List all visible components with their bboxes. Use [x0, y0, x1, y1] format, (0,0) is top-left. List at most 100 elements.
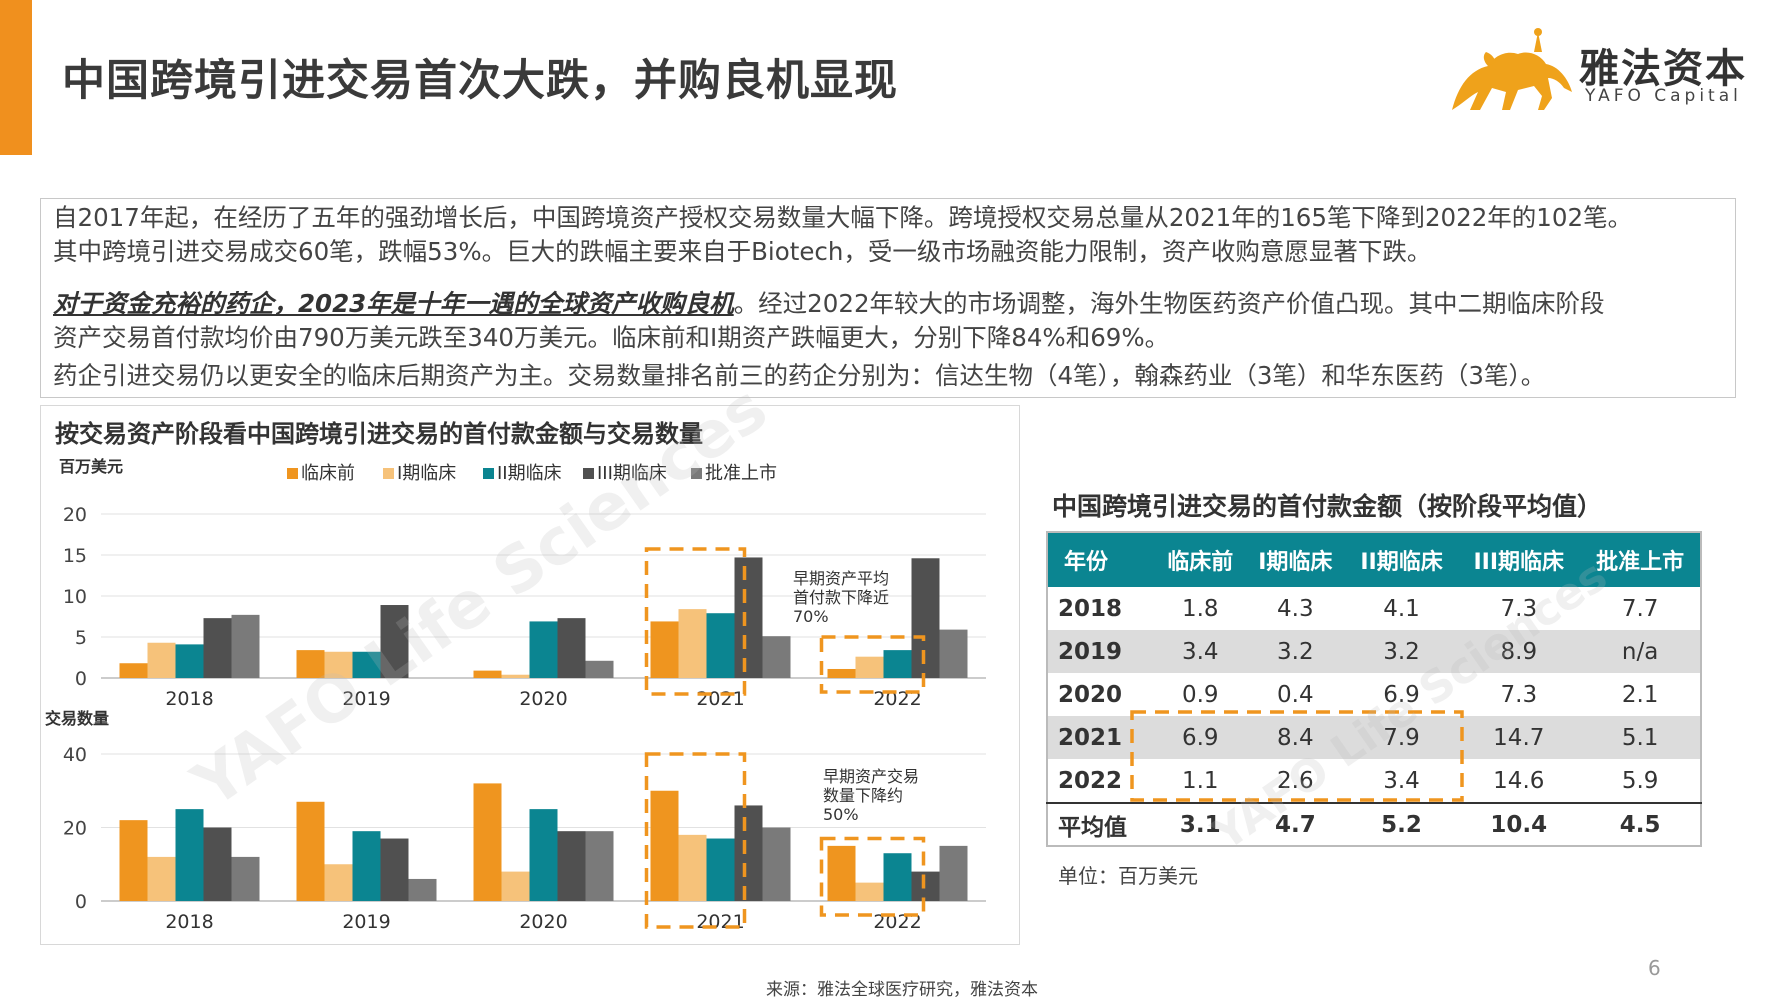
legend-swatch-0: [287, 468, 298, 479]
summary-p3: 药企引进交易仍以更安全的临床后期资产为主。交易数量排名前三的药企分别为：信达生物…: [53, 361, 1546, 390]
table-cell: 7.3: [1500, 595, 1538, 622]
bar-0-2021-3: [734, 557, 763, 678]
y-tick-label: 40: [63, 744, 87, 766]
summary-p2-line1: 对于资金充裕的药企，2023年是十年一遇的全球资产收购良机。经过2022年较大的…: [53, 287, 1605, 321]
bar-1-2021-1: [678, 834, 707, 901]
x-tick-label: 2019: [342, 911, 390, 933]
bar-1-2022-1: [855, 882, 884, 901]
legend-swatch-3: [583, 468, 594, 479]
legend-label-2: II期临床: [497, 463, 562, 484]
x-tick-label: 2018: [165, 688, 213, 710]
bar-1-2018-2: [175, 809, 204, 901]
table-cell: 1.8: [1181, 595, 1219, 622]
bar-0-2020-1: [501, 674, 530, 678]
y-tick-label: 10: [63, 586, 87, 608]
table-cell: 2019: [1047, 630, 1156, 673]
table-title: 中国跨境引进交易的首付款金额（按阶段平均值）: [1052, 492, 1603, 521]
table-cell: 3.2: [1345, 630, 1458, 673]
table-row: 2021 6.9 8.4 7.9 14.7 5.1: [1047, 716, 1701, 759]
bar-0-2018-2: [175, 644, 204, 678]
page-number: 6: [1648, 956, 1661, 980]
logo-text-en: YAFO Capital: [1585, 86, 1742, 106]
bar-0-2020-3: [557, 618, 586, 678]
table-row: 2018 1.8 4.3 4.1 7.3 7.7: [1047, 587, 1701, 630]
bar-1-2022-2: [883, 853, 912, 901]
table-cell: n/a: [1580, 630, 1701, 673]
bar-0-2019-1: [324, 651, 353, 678]
bar-1-2021-3: [734, 805, 763, 901]
summary-p2-rest: 。经过2022年较大的市场调整，海外生物医药资产价值凸现。其中二期临床阶段: [733, 289, 1605, 318]
x-tick-label: 2019: [342, 688, 390, 710]
bar-1-2019-3: [380, 838, 409, 901]
chart-title: 按交易资产阶段看中国跨境引进交易的首付款金额与交易数量: [55, 420, 703, 448]
legend-swatch-1: [383, 468, 394, 479]
bar-0-2022-4: [939, 629, 968, 678]
stage-bar-charts: 临床前 I期临床 II期临床 III期临床 批准上市 百万美元 0 5 10 15 20 2018 20…: [45, 457, 986, 933]
y-axis-title-0: 百万美元: [59, 457, 123, 476]
table-unit: 单位：百万美元: [1058, 864, 1198, 888]
bar-0-2022-2: [883, 650, 912, 678]
legend-label-3: III期临床: [597, 463, 667, 484]
legend-label-4: 批准上市: [705, 463, 777, 484]
bar-0-2018-0: [119, 663, 148, 678]
table-cell: 4.3: [1277, 595, 1314, 622]
legend-label-1: I期临床: [397, 463, 456, 484]
accent-bar: [0, 0, 32, 155]
x-tick-label: 2018: [165, 911, 213, 933]
y-tick-label: 20: [63, 818, 87, 840]
table-cell: 0.4: [1277, 681, 1314, 708]
bar-1-2018-1: [147, 856, 176, 901]
bar-0-2021-2: [706, 613, 735, 678]
bar-1-2020-3: [557, 831, 586, 901]
bar-0-2019-3: [380, 605, 409, 678]
logo-text-cn: 雅法资本: [1579, 46, 1747, 92]
highlight-box-2022-0: [819, 635, 926, 694]
table-header-cell: 临床前: [1155, 532, 1246, 587]
bar-1-2021-2: [706, 838, 735, 901]
table-cell: 5.9: [1621, 767, 1659, 794]
bar-0-2020-2: [529, 621, 558, 678]
table-cell: 8.9: [1457, 630, 1581, 673]
bar-1-2020-4: [585, 831, 614, 901]
table-cell: 1.1: [1181, 767, 1219, 794]
bar-0-2019-2: [352, 651, 381, 678]
bar-1-2019-1: [324, 864, 353, 901]
bar-0-2021-4: [762, 636, 791, 678]
source-note: 来源：雅法全球医疗研究，雅法资本: [766, 980, 1038, 1000]
table-cell: 7.9: [1345, 716, 1458, 759]
table-cell: 2022: [1058, 767, 1123, 794]
y-tick-label: 5: [75, 627, 87, 649]
bar-1-2021-0: [650, 790, 679, 901]
summary-highlight: 对于资金充裕的药企，2023年是十年一遇的全球资产收购良机: [53, 289, 734, 318]
table-row: 2019 3.4 3.2 3.2 8.9 n/a: [1047, 630, 1701, 673]
table-row: 2020 0.9 0.4 6.9 7.3 2.1: [1047, 673, 1701, 716]
x-tick-label: 2020: [519, 911, 567, 933]
table-cell: 6.9: [1155, 716, 1246, 759]
table-average-cell: 3.1: [1155, 802, 1246, 846]
table-cell: 14.6: [1493, 767, 1545, 794]
bar-0-2021-1: [678, 609, 707, 678]
chart-annotation-1: 早期资产交易数量下降约 50%: [823, 767, 919, 824]
table-cell: 7.3: [1500, 681, 1538, 708]
lion-logo-icon: [1452, 28, 1572, 110]
table-header-cell: 批准上市: [1580, 532, 1701, 587]
bar-0-2022-1: [855, 656, 884, 678]
table-cell: 7.7: [1621, 595, 1659, 622]
bar-1-2020-0: [473, 783, 502, 901]
bar-0-2021-0: [650, 621, 679, 678]
bar-1-2019-4: [408, 878, 437, 901]
table-average-cell: 10.4: [1457, 802, 1581, 846]
bar-1-2019-0: [296, 801, 325, 901]
bar-1-2018-4: [231, 856, 260, 901]
yafo-logo: 雅法资本 YAFO Capital: [1448, 26, 1748, 116]
table-cell: 14.7: [1457, 716, 1581, 759]
table-header-cell: II期临床: [1345, 532, 1458, 587]
table-average-cell: 平均值: [1047, 802, 1156, 846]
bar-0-2022-3: [911, 558, 940, 678]
table-cell: 2021: [1047, 716, 1156, 759]
bar-0-2019-0: [296, 650, 325, 678]
table-row: 2022 1.1 2.6 3.4 14.6 5.9: [1047, 759, 1701, 803]
y-tick-label: 0: [75, 891, 87, 913]
table-cell: 4.1: [1383, 595, 1420, 622]
y-tick-label: 20: [63, 504, 87, 526]
